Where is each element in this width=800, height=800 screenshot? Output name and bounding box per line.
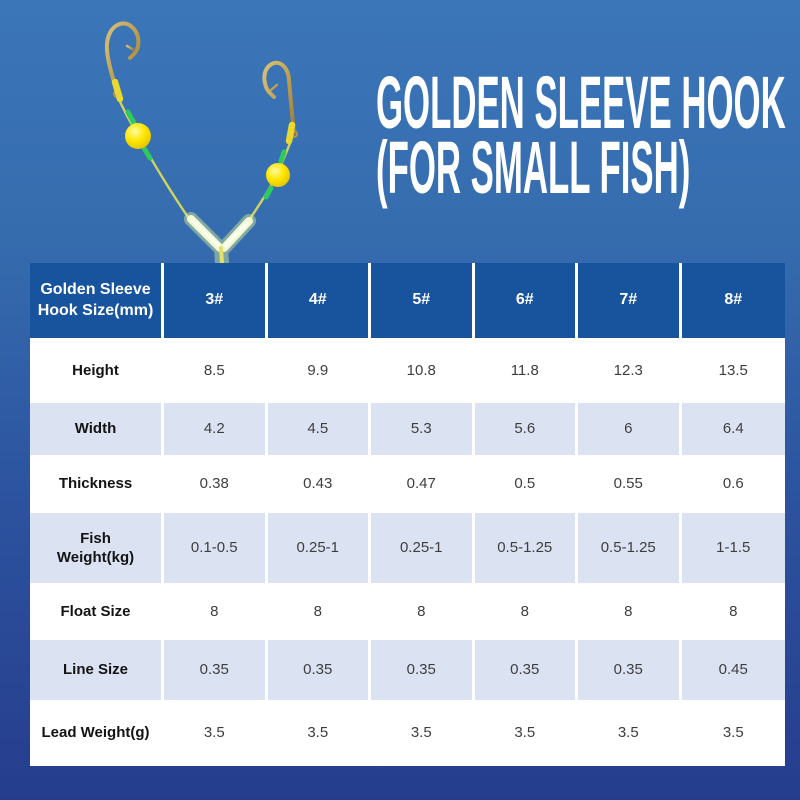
size-column-header-7: 7# <box>578 263 682 338</box>
size-column-header-5: 5# <box>371 263 475 338</box>
value-cell: 0.43 <box>267 455 371 513</box>
row-label-cell: Float Size <box>30 583 164 640</box>
value-cell: 8 <box>371 583 475 640</box>
row-label-cell: Thickness <box>30 455 164 513</box>
value-cell: 0.45 <box>681 640 785 700</box>
value-cell: 6 <box>578 403 682 455</box>
header-label-cell: Golden Sleeve Hook Size(mm) <box>30 263 164 338</box>
fishing-line <box>114 91 295 221</box>
value-cell: 6.4 <box>681 403 785 455</box>
value-cell: 3.5 <box>681 700 785 766</box>
value-cell: 3.5 <box>371 700 475 766</box>
value-cell: 8 <box>681 583 785 640</box>
value-cell: 10.8 <box>371 338 475 403</box>
value-cell: 0.25-1 <box>371 513 475 583</box>
value-cell: 8 <box>474 583 578 640</box>
spec-table: Golden Sleeve Hook Size(mm) 3# 4# 5# 6# … <box>30 263 785 766</box>
value-cell: 3.5 <box>474 700 578 766</box>
page-title-line2: (FOR SMALL FISH) <box>376 126 691 209</box>
green-sleeve <box>125 109 287 200</box>
size-column-header-4: 4# <box>267 263 371 338</box>
hook-rig-illustration <box>104 21 298 264</box>
size-column-header-6: 6# <box>474 263 578 338</box>
value-cell: 4.5 <box>267 403 371 455</box>
value-cell: 8 <box>267 583 371 640</box>
value-cell: 1-1.5 <box>681 513 785 583</box>
left-hook-icon <box>104 21 141 98</box>
glow-tube <box>184 212 256 264</box>
value-cell: 3.5 <box>267 700 371 766</box>
value-cell: 0.47 <box>371 455 475 513</box>
value-cell: 5.3 <box>371 403 475 455</box>
row-label-cell: Fish Weight(kg) <box>30 513 164 583</box>
value-cell: 8 <box>578 583 682 640</box>
value-cell: 0.35 <box>267 640 371 700</box>
page-title-line1: GOLDEN SLEEVE HOOK <box>376 61 786 144</box>
value-cell: 3.5 <box>578 700 682 766</box>
yellow-sleeve <box>111 78 296 145</box>
value-cell: 8 <box>164 583 268 640</box>
value-cell: 9.9 <box>267 338 371 403</box>
row-label-cell: Line Size <box>30 640 164 700</box>
value-cell: 0.5-1.25 <box>578 513 682 583</box>
size-column-header-3: 3# <box>164 263 268 338</box>
value-cell: 0.35 <box>164 640 268 700</box>
value-cell: 8.5 <box>164 338 268 403</box>
value-cell: 0.5-1.25 <box>474 513 578 583</box>
value-cell: 0.6 <box>681 455 785 513</box>
value-cell: 3.5 <box>164 700 268 766</box>
row-label-cell: Lead Weight(g) <box>30 700 164 766</box>
value-cell: 0.35 <box>474 640 578 700</box>
value-cell: 0.35 <box>371 640 475 700</box>
value-cell: 5.6 <box>474 403 578 455</box>
size-column-header-8: 8# <box>681 263 785 338</box>
value-cell: 0.35 <box>578 640 682 700</box>
row-label-cell: Width <box>30 403 164 455</box>
value-cell: 0.38 <box>164 455 268 513</box>
value-cell: 11.8 <box>474 338 578 403</box>
value-cell: 13.5 <box>681 338 785 403</box>
value-cell: 0.25-1 <box>267 513 371 583</box>
value-cell: 0.1-0.5 <box>164 513 268 583</box>
value-cell: 4.2 <box>164 403 268 455</box>
value-cell: 0.5 <box>474 455 578 513</box>
value-cell: 12.3 <box>578 338 682 403</box>
value-cell: 0.55 <box>578 455 682 513</box>
float-bead <box>125 123 290 187</box>
row-label-cell: Height <box>30 338 164 403</box>
